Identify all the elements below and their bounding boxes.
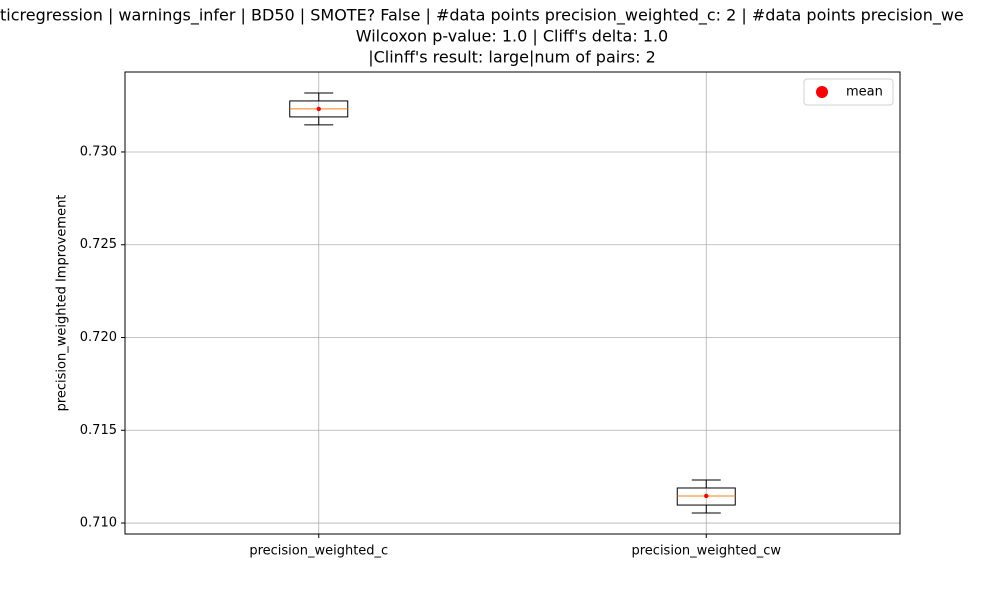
y-tick-label: 0.715 bbox=[80, 423, 117, 438]
legend-marker bbox=[816, 86, 828, 98]
plot-frame bbox=[124, 71, 901, 535]
x-tick-label: precision_weighted_c bbox=[249, 544, 388, 559]
legend-label: mean bbox=[846, 85, 883, 100]
box bbox=[676, 487, 736, 506]
y-tick-label: 0.720 bbox=[80, 330, 117, 345]
mean-marker bbox=[316, 106, 321, 112]
y-tick-label: 0.730 bbox=[80, 144, 117, 159]
legend-box bbox=[803, 78, 894, 106]
mean-marker bbox=[704, 493, 709, 499]
chart-subtitle: Wilcoxon p-value: 1.0 | Cliff's delta: 1… bbox=[356, 27, 668, 46]
y-axis-label: precision_weighted Improvement bbox=[55, 195, 70, 412]
chart-subtitle: |Clinff's result: large|num of pairs: 2 bbox=[368, 48, 656, 67]
y-tick-label: 0.725 bbox=[80, 237, 117, 252]
x-tick-label: precision_weighted_cw bbox=[631, 544, 781, 559]
chart-title: ticregression | warnings_infer | BD50 | … bbox=[0, 6, 964, 26]
y-tick-label: 0.710 bbox=[80, 516, 117, 531]
